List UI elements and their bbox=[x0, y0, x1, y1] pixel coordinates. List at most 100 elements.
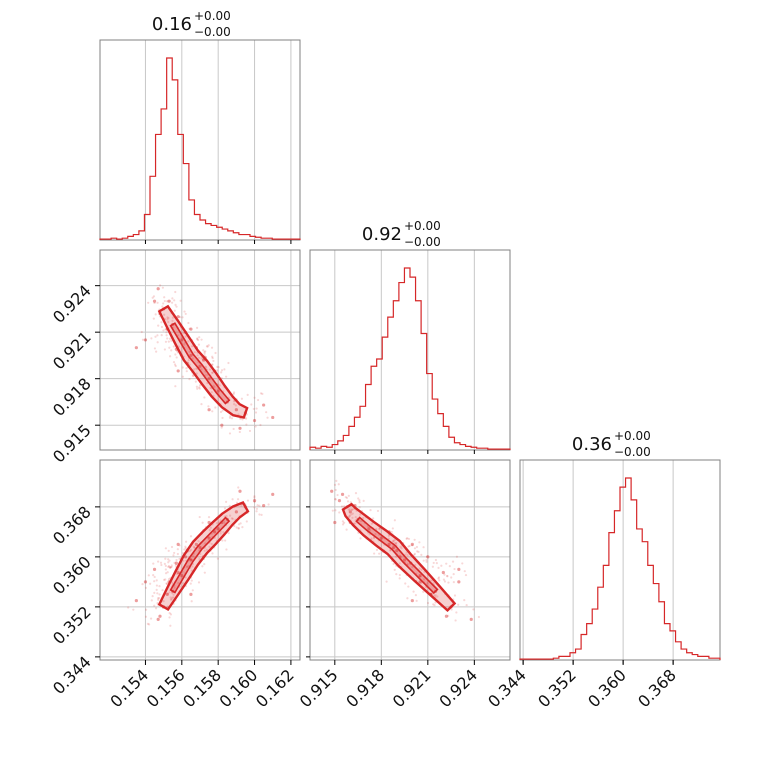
scatter-panel-3-sample-point bbox=[452, 580, 455, 584]
scatter-panel-1-sample-point bbox=[163, 296, 166, 299]
scatter-panel-3-sample-point bbox=[445, 562, 448, 565]
scatter-panel-1-sample-point bbox=[266, 416, 269, 419]
scatter-panel-1-sample-point bbox=[194, 380, 197, 383]
scatter-panel-1-sample-point bbox=[211, 363, 214, 366]
scatter-panel-3-sample-point bbox=[351, 508, 354, 512]
scatter-panel-2-sample-point bbox=[165, 582, 169, 585]
hist-panel-2-title-minus: −0.00 bbox=[404, 235, 441, 249]
scatter-panel-3-sample-point bbox=[350, 508, 353, 511]
scatter-panel-1-sample-point bbox=[156, 341, 159, 344]
scatter-panel-2-sample-point bbox=[146, 622, 149, 625]
scatter-panel-3-data-point-4 bbox=[392, 545, 396, 550]
scatter-panel-2-data-point-20 bbox=[143, 580, 148, 584]
scatter-panel-2-sample-point bbox=[237, 523, 241, 526]
scatter-panel-1-sample-point bbox=[154, 313, 157, 316]
scatter-panel-2-sample-point bbox=[189, 582, 192, 585]
scatter-panel-3-sample-point bbox=[359, 537, 362, 540]
scatter-panel-2-sample-point bbox=[172, 554, 175, 557]
scatter-panel-3-sample-point bbox=[415, 599, 418, 602]
scatter-panel-2-sample-point bbox=[163, 578, 166, 581]
scatter-panel-2-sample-point bbox=[182, 559, 185, 562]
scatter-panel-1-sample-point bbox=[187, 340, 190, 343]
scatter-panel-3-sample-point bbox=[395, 555, 398, 558]
scatter-panel-2-sample-point bbox=[198, 515, 201, 519]
scatter-panel-1-data-point-21 bbox=[152, 299, 157, 303]
x-tick-label-1-0: 0.154 bbox=[106, 665, 152, 711]
scatter-panel-3-sample-point bbox=[392, 562, 395, 566]
scatter-panel-2-sample-point bbox=[141, 583, 144, 586]
scatter-panel-1-sample-point bbox=[206, 345, 209, 348]
scatter-panel-2-sample-point bbox=[190, 558, 193, 561]
scatter-panel-2-sample-point bbox=[201, 521, 204, 524]
scatter-panel-2-sample-point bbox=[267, 503, 270, 506]
scatter-panel-1-sample-point bbox=[187, 359, 190, 362]
scatter-panel-2-sample-point bbox=[191, 555, 195, 558]
scatter-panel-1-sample-point bbox=[203, 396, 206, 399]
scatter-panel-2-contour-inner bbox=[169, 516, 231, 594]
scatter-panel-2-sample-point bbox=[173, 586, 176, 589]
scatter-panel-2-sample-point bbox=[164, 572, 168, 575]
scatter-panel-1-sample-point bbox=[163, 299, 166, 303]
scatter-panel-3-sample-point bbox=[418, 541, 421, 544]
scatter-panel-3-sample-point bbox=[362, 499, 365, 502]
scatter-panel-2-sample-point bbox=[225, 515, 228, 518]
scatter-panel-3-sample-point bbox=[340, 505, 344, 508]
scatter-panel-1-sample-point bbox=[185, 370, 188, 373]
hist-panel-1-title-value: 0.16 bbox=[152, 14, 192, 35]
scatter-panel-1-sample-point bbox=[192, 368, 196, 371]
scatter-panel-2-sample-point bbox=[253, 506, 256, 509]
scatter-panel-2-sample-point bbox=[144, 586, 148, 589]
scatter-panel-1-sample-point bbox=[195, 385, 198, 388]
x-tick-label-3-1: 0.352 bbox=[534, 665, 580, 711]
scatter-panel-2-sample-point bbox=[253, 500, 256, 503]
scatter-panel-2-sample-point bbox=[127, 606, 130, 609]
scatter-panel-2-sample-point bbox=[165, 582, 168, 585]
scatter-panel-3-sample-point bbox=[422, 578, 426, 581]
scatter-panel-3-sample-point bbox=[359, 520, 362, 523]
scatter-panel-1-sample-point bbox=[181, 366, 184, 369]
scatter-panel-1-sample-point bbox=[162, 302, 165, 305]
scatter-panel-2-sample-point bbox=[158, 585, 161, 588]
scatter-panel-2-sample-point bbox=[221, 539, 224, 542]
scatter-panel-3-sample-point bbox=[455, 611, 458, 614]
scatter-panel-1-sample-point bbox=[164, 340, 168, 343]
scatter-panel-1-sample-point bbox=[163, 313, 166, 316]
scatter-panel-3-sample-point bbox=[395, 541, 398, 545]
scatter-panel-2-sample-point bbox=[147, 623, 151, 626]
scatter-panel-2-sample-point bbox=[167, 565, 170, 568]
scatter-panel-3-sample-point bbox=[372, 517, 375, 520]
scatter-panel-3-sample-point bbox=[405, 551, 408, 554]
scatter-panel-3-sample-point bbox=[451, 560, 455, 563]
scatter-panel-3-sample-point bbox=[336, 493, 339, 497]
scatter-panel-1-sample-point bbox=[225, 375, 228, 378]
scatter-panel-2-sample-point bbox=[158, 596, 161, 600]
scatter-panel-2-sample-point bbox=[253, 496, 256, 499]
scatter-panel-1-sample-point bbox=[162, 329, 165, 332]
scatter-panel-1-data-point-28 bbox=[134, 346, 138, 350]
scatter-panel-3-sample-point bbox=[389, 549, 392, 552]
scatter-panel-1-sample-point bbox=[147, 301, 150, 304]
scatter-panel-2-sample-point bbox=[164, 568, 167, 571]
scatter-panel-1-sample-point bbox=[157, 324, 160, 327]
scatter-panel-1-sample-point bbox=[261, 392, 264, 395]
scatter-panel-1-sample-point bbox=[182, 332, 185, 335]
scatter-panel-1-sample-point bbox=[195, 326, 199, 329]
scatter-panel-3-sample-point bbox=[387, 537, 391, 540]
scatter-panel-3-sample-point bbox=[345, 496, 349, 499]
scatter-panel-1-sample-point bbox=[211, 355, 214, 358]
scatter-panel-3-sample-point bbox=[334, 497, 337, 501]
scatter-panel-1-sample-point bbox=[218, 384, 221, 387]
scatter-panel-2-data-point-21 bbox=[152, 567, 157, 571]
scatter-panel-3-sample-point bbox=[375, 527, 378, 531]
scatter-panel-3-sample-point bbox=[399, 545, 402, 548]
scatter-panel-2-sample-point bbox=[203, 571, 206, 574]
scatter-panel-1-sample-point bbox=[210, 391, 213, 394]
scatter-panel-2-sample-point bbox=[153, 575, 156, 579]
scatter-panel-3-sample-point bbox=[348, 515, 351, 518]
scatter-panel-3-sample-point bbox=[437, 566, 440, 569]
scatter-panel-1-sample-point bbox=[198, 387, 201, 390]
scatter-panel-3-sample-point bbox=[414, 594, 417, 597]
scatter-panel-3-sample-point bbox=[375, 548, 379, 552]
scatter-panel-1-sample-point bbox=[185, 367, 188, 370]
scatter-panel-1-sample-point bbox=[196, 337, 199, 340]
